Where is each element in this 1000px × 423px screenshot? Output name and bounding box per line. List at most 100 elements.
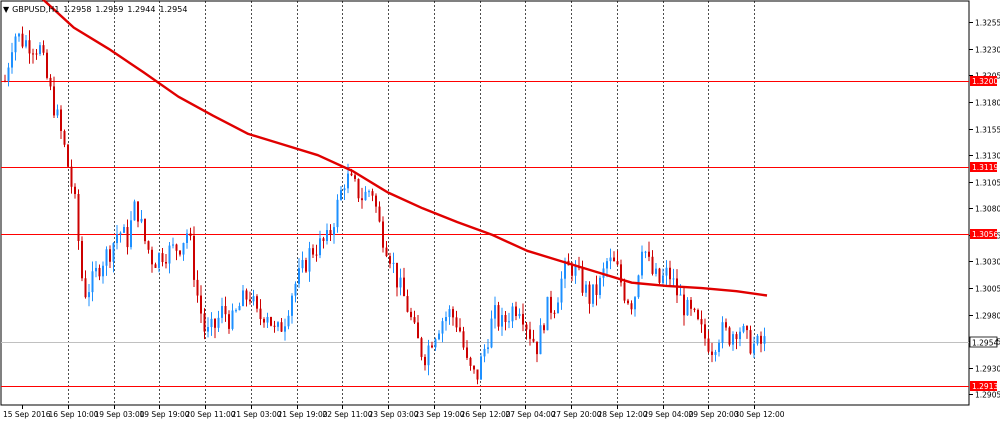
candle	[399, 268, 402, 296]
candle-body	[420, 338, 423, 357]
candle-body	[343, 188, 346, 191]
candle	[263, 317, 265, 328]
candle	[88, 283, 90, 307]
candle	[543, 323, 545, 334]
candle	[42, 40, 45, 56]
y-tick-label: 1.3255	[975, 19, 1000, 28]
candle-body	[644, 251, 647, 253]
candle	[172, 237, 174, 249]
menu-caret-icon[interactable]: ▼	[3, 4, 10, 14]
x-tick-label: 23 Sep 03:00	[369, 410, 419, 419]
candle	[312, 244, 314, 258]
candle-body	[329, 230, 332, 235]
candle-body	[319, 238, 321, 256]
candle	[711, 342, 713, 363]
candle-body	[637, 275, 640, 298]
candle	[298, 258, 300, 288]
level-tag-label: 1.3200	[972, 77, 998, 86]
candle	[214, 318, 216, 339]
candle	[434, 337, 437, 351]
candle-body	[434, 339, 437, 348]
candle	[364, 186, 367, 201]
candle-body	[347, 173, 349, 189]
candle	[221, 297, 223, 324]
candle	[144, 218, 146, 245]
candle	[270, 316, 272, 327]
candle	[116, 224, 118, 250]
chart-header: ▼ GBPUSD,H1 1.2958 1.2959 1.2944 1.2954	[3, 2, 187, 16]
candle-body	[448, 309, 451, 318]
candle	[308, 241, 311, 282]
candle-body	[196, 279, 199, 296]
candle	[515, 301, 517, 321]
level-tag-label: 1.2913	[972, 382, 998, 391]
candle	[641, 245, 643, 279]
candle-body	[749, 330, 752, 354]
candle	[336, 194, 339, 233]
candle	[501, 307, 503, 336]
current-price-tag-bg	[969, 336, 998, 348]
candle	[592, 284, 594, 308]
moving-average-line	[41, 0, 768, 297]
candle	[333, 222, 335, 244]
candle	[473, 365, 475, 374]
candle-body	[144, 218, 146, 242]
candle-body	[469, 357, 472, 366]
candle	[529, 321, 531, 346]
candle	[77, 189, 80, 250]
candle	[109, 245, 111, 269]
candle-body	[147, 241, 150, 250]
candle	[4, 74, 6, 83]
candle-body	[445, 317, 447, 322]
candle-body	[623, 282, 626, 301]
candle	[168, 241, 171, 274]
candle	[455, 310, 458, 332]
x-tick-label: 16 Sep 10:00	[49, 410, 99, 419]
candle	[725, 318, 727, 331]
candle	[67, 143, 69, 168]
candle	[511, 302, 514, 328]
candle	[595, 275, 598, 306]
candle-body	[455, 317, 458, 328]
candle	[672, 268, 675, 287]
candle-body	[564, 260, 566, 279]
candle	[294, 281, 297, 303]
candle-body	[378, 206, 381, 222]
candle-body	[340, 190, 342, 200]
candle-body	[53, 86, 55, 116]
candle	[483, 344, 486, 363]
candle	[469, 356, 472, 371]
candle-body	[305, 260, 307, 272]
plot-frame	[0, 0, 970, 406]
candle	[445, 311, 447, 331]
candle-body	[28, 40, 31, 54]
candle-body	[371, 191, 374, 196]
candle-body	[221, 306, 223, 318]
candle	[161, 248, 164, 267]
candle-body	[441, 321, 444, 334]
candle-body	[235, 310, 237, 312]
y-tick-label: 1.3230	[975, 46, 1000, 55]
candle	[329, 224, 332, 241]
candle	[35, 49, 38, 60]
candle-body	[522, 313, 524, 325]
candle	[207, 317, 209, 338]
candle	[686, 297, 689, 316]
candle-body	[4, 80, 6, 82]
candle-body	[627, 300, 629, 304]
candle-body	[112, 243, 115, 262]
y-tick-label: 1.3130	[975, 152, 1000, 161]
candle	[210, 312, 213, 336]
candle	[546, 296, 549, 331]
candle-body	[669, 267, 671, 280]
candle	[683, 287, 685, 326]
candle	[123, 224, 125, 234]
candle	[175, 243, 178, 261]
candle-body	[550, 296, 552, 313]
candle-body	[35, 53, 38, 55]
y-tick-label: 1.2930	[975, 365, 1000, 374]
candle-body	[651, 256, 654, 274]
candle-body	[760, 335, 762, 344]
